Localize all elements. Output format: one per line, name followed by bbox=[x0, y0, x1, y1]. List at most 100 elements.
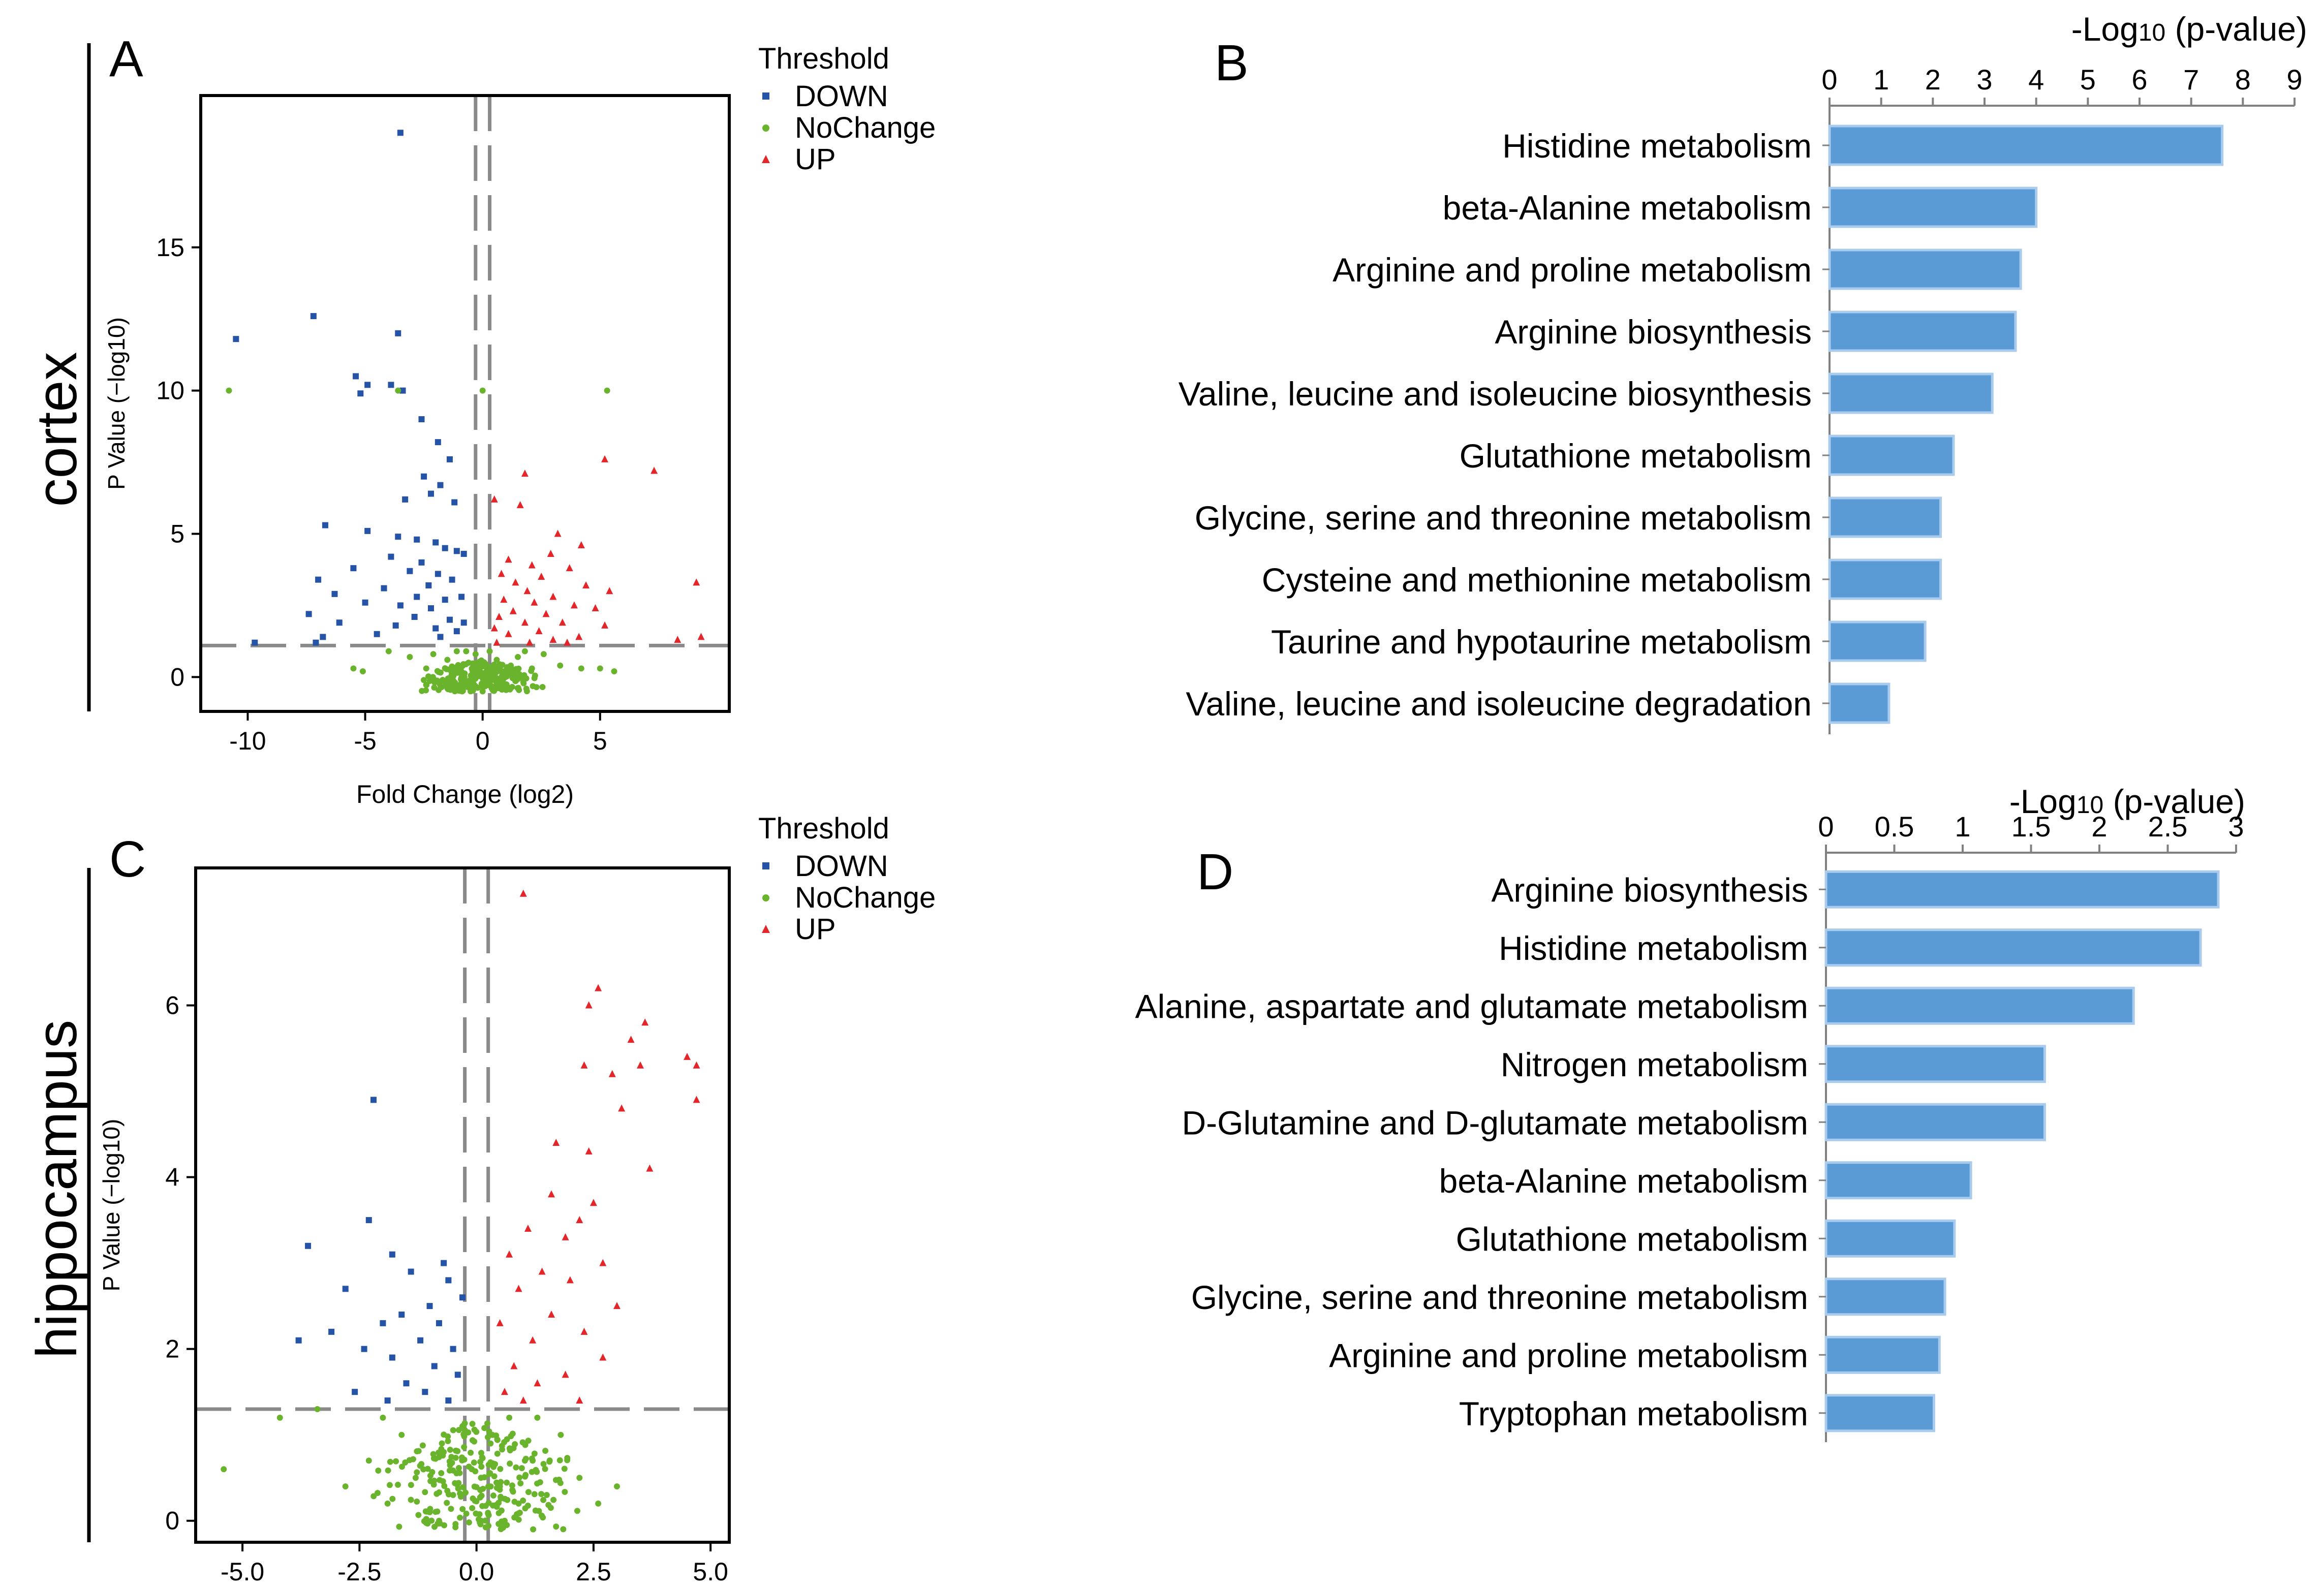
point-down bbox=[397, 602, 404, 609]
point-nochange bbox=[469, 1505, 476, 1511]
point-nochange bbox=[473, 1510, 479, 1517]
point-down bbox=[295, 1337, 302, 1344]
point-nochange bbox=[424, 1466, 431, 1472]
point-nochange bbox=[423, 681, 429, 688]
point-nochange bbox=[430, 1455, 437, 1461]
x-tick-label: 2 bbox=[2091, 811, 2107, 843]
point-up bbox=[566, 1276, 574, 1284]
point-up bbox=[693, 1096, 700, 1103]
point-nochange bbox=[437, 669, 444, 676]
bar bbox=[1824, 1045, 2046, 1083]
legend-marker-down bbox=[762, 92, 769, 100]
point-nochange bbox=[387, 1458, 393, 1465]
point-up bbox=[577, 541, 585, 549]
point-up bbox=[501, 1388, 508, 1395]
point-nochange bbox=[525, 1438, 532, 1444]
point-down bbox=[395, 534, 401, 540]
point-down bbox=[384, 1397, 391, 1404]
legend-title: Threshold bbox=[758, 812, 889, 845]
point-up bbox=[576, 1216, 583, 1224]
point-down bbox=[388, 382, 394, 388]
point-up bbox=[575, 633, 583, 640]
point-nochange bbox=[448, 673, 455, 679]
point-nochange bbox=[470, 664, 476, 670]
point-up bbox=[509, 607, 517, 614]
point-nochange bbox=[486, 1428, 492, 1435]
point-up bbox=[608, 1070, 616, 1077]
point-nochange bbox=[514, 685, 521, 692]
point-nochange bbox=[479, 387, 486, 394]
point-down bbox=[436, 1320, 442, 1326]
point-nochange bbox=[491, 1473, 498, 1480]
point-up bbox=[559, 618, 566, 626]
plot-frame bbox=[199, 94, 731, 713]
point-nochange bbox=[546, 1458, 553, 1465]
point-nochange bbox=[415, 1512, 422, 1518]
category-label: D-Glutamine and D-glutamate metabolism bbox=[1182, 1104, 1808, 1141]
point-down bbox=[442, 597, 448, 603]
point-nochange bbox=[534, 1414, 541, 1421]
point-nochange bbox=[513, 1464, 519, 1471]
point-nochange bbox=[459, 663, 466, 669]
point-nochange bbox=[471, 1483, 478, 1490]
point-down bbox=[252, 639, 258, 646]
point-nochange bbox=[501, 674, 508, 681]
legend-marker-up bbox=[762, 925, 770, 933]
point-up bbox=[524, 1224, 532, 1232]
point-up bbox=[693, 1061, 700, 1069]
point-nochange bbox=[448, 1506, 454, 1512]
point-nochange bbox=[472, 1468, 479, 1475]
point-nochange bbox=[380, 1414, 386, 1421]
point-nochange bbox=[485, 1522, 492, 1529]
point-nochange bbox=[450, 677, 456, 684]
point-nochange bbox=[429, 677, 436, 683]
point-nochange bbox=[419, 1442, 426, 1449]
point-up bbox=[627, 1036, 635, 1043]
point-nochange bbox=[395, 387, 401, 394]
volcano-plot-hippocampus: -5.0-2.50.02.55.00246Fold Change (log2)P… bbox=[98, 812, 936, 1586]
point-nochange bbox=[477, 1494, 483, 1501]
point-nochange bbox=[522, 1473, 529, 1480]
point-nochange bbox=[393, 1458, 399, 1465]
point-up bbox=[519, 1396, 527, 1404]
legend-marker-up bbox=[762, 155, 770, 163]
point-nochange bbox=[398, 1431, 405, 1438]
point-nochange bbox=[418, 1461, 425, 1468]
volcano-plot-cortex: -10 -5 0 5 0 5 10 15 Fold Change (log2) P Value (… bbox=[103, 42, 936, 808]
point-down bbox=[453, 548, 460, 554]
point-nochange bbox=[508, 670, 514, 676]
point-nochange bbox=[396, 1523, 402, 1530]
point-nochange bbox=[504, 1497, 511, 1503]
point-nochange bbox=[459, 1457, 466, 1464]
point-nochange bbox=[487, 1483, 494, 1490]
panel-letter-a: A bbox=[109, 30, 143, 87]
legend-label: DOWN bbox=[795, 850, 888, 883]
point-nochange bbox=[522, 1505, 529, 1512]
point-nochange bbox=[494, 1437, 501, 1443]
bar bbox=[1824, 1278, 1946, 1316]
point-up bbox=[693, 578, 700, 586]
y-tick-label: 10 bbox=[156, 377, 184, 405]
point-down bbox=[427, 490, 434, 497]
point-down bbox=[460, 619, 467, 626]
point-down bbox=[352, 1389, 358, 1395]
bar bbox=[1824, 1161, 1972, 1200]
x-tick-label: 4 bbox=[2028, 64, 2044, 96]
point-up bbox=[599, 1353, 607, 1361]
point-nochange bbox=[531, 1491, 538, 1498]
point-up bbox=[599, 1259, 607, 1266]
point-nochange bbox=[479, 1503, 486, 1509]
point-up bbox=[512, 578, 519, 586]
point-down bbox=[427, 605, 434, 612]
point-up bbox=[595, 984, 602, 991]
bar bbox=[1828, 558, 1942, 600]
point-nochange bbox=[521, 648, 528, 655]
point-nochange bbox=[564, 1457, 571, 1463]
category-label: Valine, leucine and isoleucine degradati… bbox=[1186, 685, 1812, 723]
point-nochange bbox=[434, 677, 441, 684]
point-nochange bbox=[386, 1482, 393, 1488]
category-label: Arginine and proline metabolism bbox=[1333, 251, 1812, 289]
y-tick-label: 15 bbox=[156, 233, 184, 262]
point-nochange bbox=[456, 1470, 463, 1476]
point-nochange bbox=[517, 1480, 524, 1487]
